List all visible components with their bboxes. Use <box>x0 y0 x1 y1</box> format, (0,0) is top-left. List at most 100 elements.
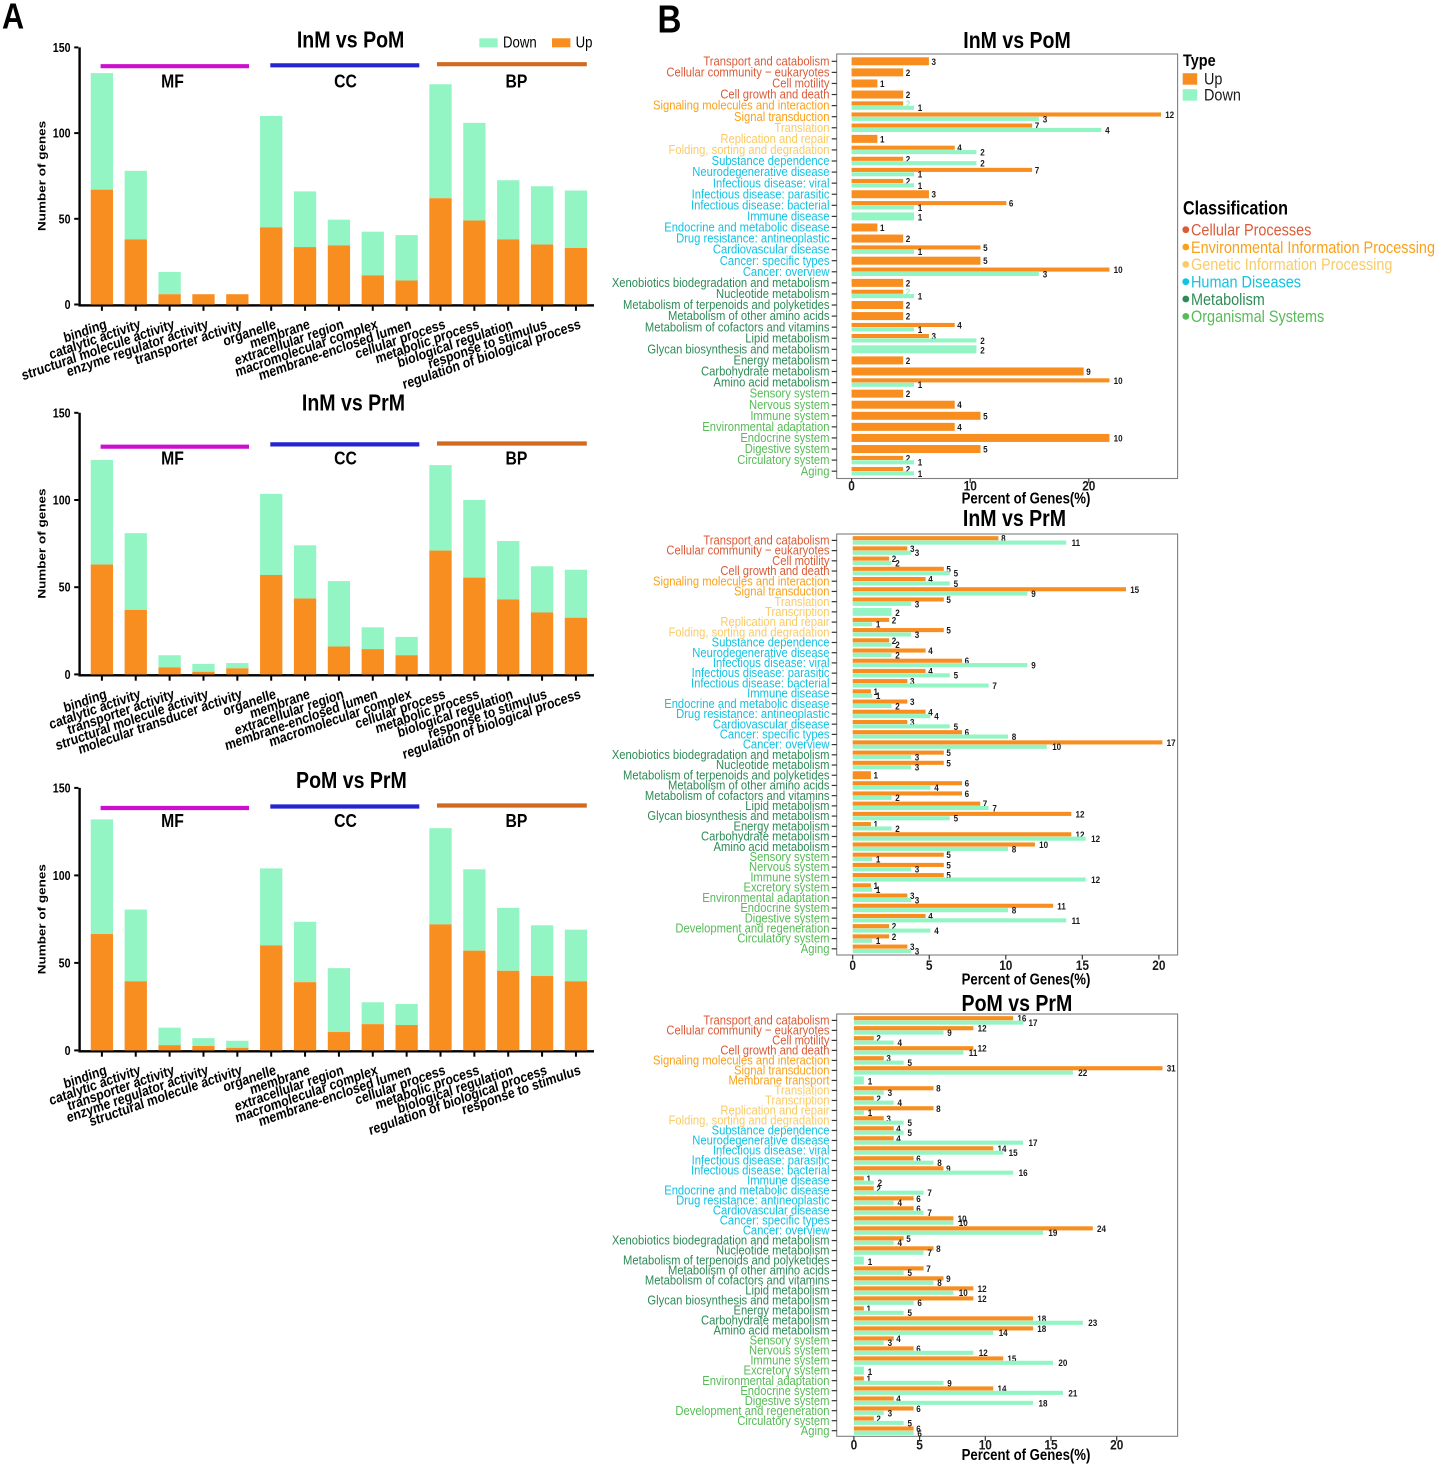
svg-text:1: 1 <box>880 222 885 233</box>
svg-text:3: 3 <box>886 1053 891 1064</box>
svg-text:InM vs PrM: InM vs PrM <box>302 390 405 416</box>
svg-text:Folding, sorting and degradati: Folding, sorting and degradation <box>669 142 830 157</box>
svg-text:Metabolism of terpenoids and p: Metabolism of terpenoids and polyketides <box>623 767 829 782</box>
svg-text:Circulatory system: Circulatory system <box>737 1413 829 1428</box>
svg-text:7: 7 <box>992 803 997 814</box>
svg-text:4: 4 <box>896 1123 901 1134</box>
svg-text:Classification: Classification <box>1183 197 1288 219</box>
svg-text:Energy metabolism: Energy metabolism <box>733 1303 829 1318</box>
svg-text:Genetic Information Processing: Genetic Information Processing <box>1191 256 1392 274</box>
svg-text:2: 2 <box>906 300 911 311</box>
svg-text:Endocrine system: Endocrine system <box>740 1383 829 1398</box>
svg-text:Carbohydrate metabolism: Carbohydrate metabolism <box>701 364 829 379</box>
svg-text:Cellular Processes: Cellular Processes <box>1191 221 1311 239</box>
svg-text:MF: MF <box>161 447 184 469</box>
svg-text:CC: CC <box>334 810 357 832</box>
svg-text:12: 12 <box>978 1283 987 1294</box>
svg-text:12: 12 <box>1076 829 1085 840</box>
svg-text:17: 17 <box>1029 1017 1038 1028</box>
svg-text:1: 1 <box>918 169 923 180</box>
svg-text:14: 14 <box>999 1328 1008 1339</box>
svg-text:Glycan biosynthesis and metabo: Glycan biosynthesis and metabolism <box>647 342 829 357</box>
svg-text:1: 1 <box>918 380 923 391</box>
svg-text:Cell growth and death: Cell growth and death <box>720 87 829 102</box>
svg-text:Signaling molecules and intera: Signaling molecules and interaction <box>653 573 830 588</box>
svg-text:3: 3 <box>888 1338 893 1349</box>
svg-text:Transport and catabolism: Transport and catabolism <box>703 1013 829 1028</box>
svg-text:2: 2 <box>876 1093 881 1104</box>
svg-text:2: 2 <box>906 233 911 244</box>
svg-text:Cancer: specific types: Cancer: specific types <box>720 1213 830 1228</box>
svg-text:5: 5 <box>946 870 951 881</box>
svg-text:9: 9 <box>947 1027 952 1038</box>
svg-text:6: 6 <box>965 727 970 738</box>
svg-text:Drug resistance: antineoplasti: Drug resistance: antineoplastic <box>676 1193 829 1208</box>
svg-text:Amino acid metabolism: Amino acid metabolism <box>714 375 830 390</box>
svg-text:Metabolism of terpenoids and p: Metabolism of terpenoids and polyketides <box>623 1253 829 1268</box>
svg-text:2: 2 <box>980 335 985 346</box>
svg-text:50: 50 <box>59 213 71 227</box>
svg-text:2: 2 <box>906 287 911 298</box>
svg-text:Down: Down <box>1204 87 1241 105</box>
svg-text:6: 6 <box>916 1153 921 1164</box>
svg-text:14: 14 <box>998 1143 1007 1154</box>
svg-text:Development and regeneration: Development and regeneration <box>675 1403 829 1418</box>
svg-text:3: 3 <box>915 599 920 610</box>
svg-text:Replication and repair: Replication and repair <box>720 1103 829 1118</box>
svg-text:2: 2 <box>906 453 911 464</box>
svg-text:15: 15 <box>1076 957 1089 973</box>
svg-text:Metabolism: Metabolism <box>1191 291 1265 309</box>
svg-text:Nervous system: Nervous system <box>749 859 829 874</box>
svg-text:6: 6 <box>916 1203 921 1214</box>
svg-text:Cancer: specific types: Cancer: specific types <box>720 727 830 742</box>
svg-text:5: 5 <box>983 242 988 253</box>
svg-text:6: 6 <box>916 1403 921 1414</box>
svg-text:Immune system: Immune system <box>750 870 829 885</box>
svg-text:5: 5 <box>946 564 951 575</box>
svg-text:1: 1 <box>918 457 923 468</box>
svg-text:18: 18 <box>1039 1398 1048 1409</box>
svg-text:17: 17 <box>1167 737 1176 748</box>
svg-text:3: 3 <box>886 1113 891 1124</box>
svg-text:4: 4 <box>957 400 962 411</box>
svg-text:Neurodegenerative disease: Neurodegenerative disease <box>692 1133 829 1148</box>
svg-text:8: 8 <box>936 1103 941 1114</box>
svg-text:0: 0 <box>849 957 856 973</box>
svg-text:1: 1 <box>918 247 923 258</box>
svg-text:Metabolism of cofactors and vi: Metabolism of cofactors and vitamins <box>645 319 830 334</box>
svg-text:Excretory system: Excretory system <box>743 1363 829 1378</box>
svg-text:5: 5 <box>983 411 988 422</box>
svg-text:6: 6 <box>916 1343 921 1354</box>
svg-text:Translation: Translation <box>774 120 829 135</box>
svg-text:1: 1 <box>874 686 879 697</box>
svg-text:Cancer: overview: Cancer: overview <box>743 737 830 752</box>
svg-text:5: 5 <box>908 1268 913 1279</box>
svg-text:Signal transduction: Signal transduction <box>734 584 830 599</box>
svg-text:Sensory system: Sensory system <box>750 849 830 864</box>
svg-text:Endocrine and metabolic diseas: Endocrine and metabolic disease <box>664 696 829 711</box>
svg-text:Immune disease: Immune disease <box>747 1173 829 1188</box>
svg-text:CC: CC <box>334 70 357 92</box>
svg-text:4: 4 <box>896 1393 901 1404</box>
svg-text:3: 3 <box>910 543 915 554</box>
svg-text:17: 17 <box>1029 1137 1038 1148</box>
svg-text:8: 8 <box>936 1243 941 1254</box>
svg-text:6: 6 <box>965 778 970 789</box>
svg-text:7: 7 <box>927 1248 932 1259</box>
svg-text:100: 100 <box>53 869 71 883</box>
svg-text:2: 2 <box>906 98 911 109</box>
svg-text:3: 3 <box>888 1408 893 1419</box>
svg-text:Infectious disease: bacterial: Infectious disease: bacterial <box>691 676 829 691</box>
svg-text:2: 2 <box>895 608 900 619</box>
svg-text:Percent of Genes(%): Percent of Genes(%) <box>962 1447 1091 1464</box>
svg-text:Infectious disease: viral: Infectious disease: viral <box>713 175 830 190</box>
svg-text:21: 21 <box>1068 1388 1077 1399</box>
svg-text:3: 3 <box>915 752 920 763</box>
svg-text:5: 5 <box>954 721 959 732</box>
svg-text:Neurodegenerative disease: Neurodegenerative disease <box>692 645 829 660</box>
svg-text:5: 5 <box>908 1308 913 1319</box>
svg-text:4: 4 <box>934 711 939 722</box>
svg-text:Aging: Aging <box>801 941 830 956</box>
svg-text:2: 2 <box>895 639 900 650</box>
svg-text:Organismal Systems: Organismal Systems <box>1191 308 1324 326</box>
